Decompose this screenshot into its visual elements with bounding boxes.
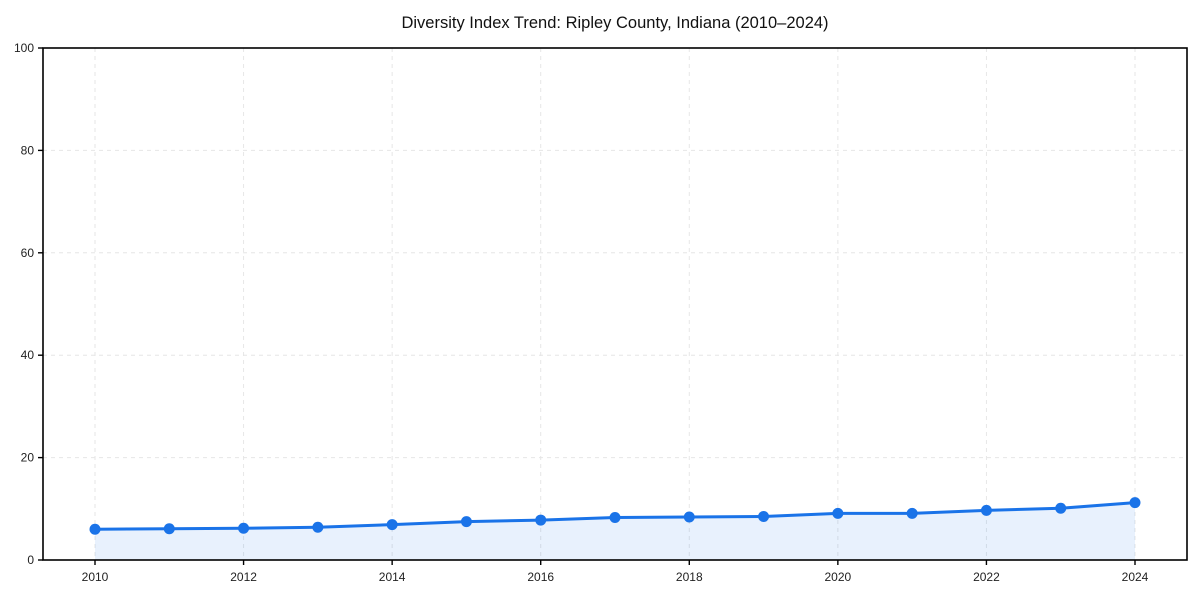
data-point-marker — [758, 510, 770, 522]
data-point-markers — [89, 497, 1141, 535]
x-tick-label: 2010 — [82, 570, 109, 584]
y-tick-label: 100 — [14, 41, 34, 55]
y-tick-label: 0 — [27, 553, 34, 567]
tick-labels: 2010 2012 2014 2016 2018 2020 2022 2024 0 20 40 60 8… — [14, 41, 1149, 584]
area-fill — [95, 502, 1135, 560]
data-point-marker — [683, 511, 695, 523]
data-point-marker — [535, 514, 547, 526]
axes — [38, 47, 1188, 565]
gridlines — [43, 48, 1187, 560]
data-point-marker — [832, 507, 844, 519]
data-point-marker — [1055, 502, 1067, 514]
x-tick-label: 2014 — [379, 570, 406, 584]
series-area-fill — [95, 502, 1135, 560]
data-point-marker — [460, 516, 472, 528]
x-tick-label: 2018 — [676, 570, 703, 584]
data-point-marker — [89, 523, 101, 535]
data-point-marker — [609, 512, 621, 524]
y-tick-label: 80 — [21, 143, 35, 157]
x-tick-label: 2022 — [973, 570, 1000, 584]
y-tick-label: 40 — [21, 348, 35, 362]
data-point-marker — [1129, 497, 1141, 509]
y-tick-label: 20 — [21, 451, 35, 465]
data-point-marker — [312, 521, 324, 533]
plot-border — [42, 47, 1188, 561]
data-point-marker — [238, 522, 250, 534]
data-point-marker — [386, 519, 398, 531]
chart-title: Diversity Index Trend: Ripley County, In… — [401, 14, 828, 32]
data-point-marker — [906, 507, 918, 519]
x-tick-label: 2024 — [1122, 570, 1149, 584]
data-point-marker — [163, 523, 175, 535]
data-point-marker — [980, 504, 992, 516]
x-tick-label: 2016 — [527, 570, 554, 584]
x-tick-label: 2012 — [230, 570, 257, 584]
x-tick-label: 2020 — [825, 570, 852, 584]
y-tick-label: 60 — [21, 246, 35, 260]
